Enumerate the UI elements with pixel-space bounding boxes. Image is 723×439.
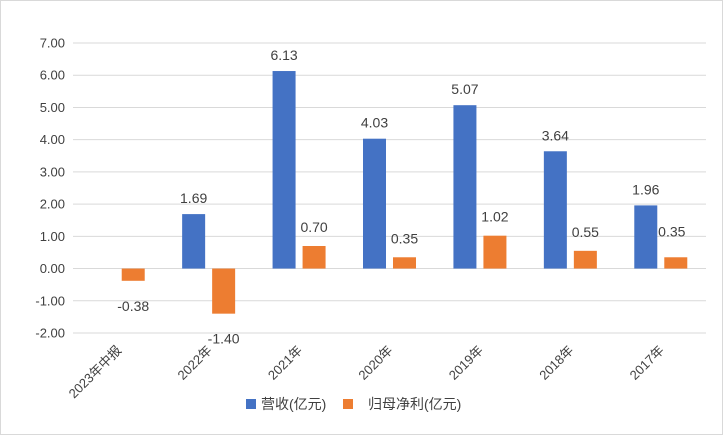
x-category-label: 2021年 [265,343,305,383]
x-category-label: 2022年 [175,343,215,383]
data-labels: -0.38 1.69 -1.40 6.13 0.70 4.03 0.35 5.07 1.02 3.… [117,47,685,347]
data-label-revenue: 5.07 [451,81,478,97]
data-label-revenue: 1.69 [180,190,207,206]
bar-revenue [182,214,206,269]
bar-revenue [453,105,477,269]
y-tick-label: 0.00 [40,261,65,276]
data-label-net-profit: -0.38 [117,298,149,314]
bar-net-profit [121,268,145,281]
bar-net-profit [212,268,236,314]
data-label-revenue: 4.03 [361,115,388,131]
data-label-revenue: 6.13 [270,47,297,63]
bar-revenue [543,151,567,269]
legend-swatch-net-profit [343,399,353,409]
gridlines [73,42,706,334]
bar-revenue [363,138,386,269]
data-label-revenue: 3.64 [542,127,569,143]
legend-swatch-revenue [246,399,256,409]
data-label-net-profit: 0.35 [658,223,685,239]
bar-revenue [272,71,296,269]
data-label-net-profit: 0.35 [391,230,418,246]
y-axis-tick-labels: 7.00 6.00 5.00 4.00 3.00 2.00 1.00 0.00 -1.00 -2.… [35,36,65,341]
data-label-net-profit: -1.40 [208,331,240,347]
x-category-label: 2017年 [627,343,667,383]
x-axis-category-labels: 2023年中报 2022年 2021年 2020年 2019年 2018年 2017年 [66,343,667,402]
bar-net-profit [393,257,416,269]
x-category-label: 2020年 [355,343,395,383]
y-tick-label: -2.00 [35,326,65,341]
bar-net-profit [664,257,688,269]
legend: 营收(亿元) 归母净利(亿元) [246,396,461,412]
y-tick-label: 7.00 [40,36,65,51]
data-label-net-profit: 0.55 [572,224,599,240]
bar-net-profit [483,235,507,269]
bar-net-profit [573,250,597,269]
y-tick-label: 3.00 [40,164,65,179]
legend-label-revenue: 营收(亿元) [261,396,326,412]
bars [121,71,688,314]
y-tick-label: 2.00 [40,197,65,212]
y-tick-label: 6.00 [40,68,65,83]
y-tick-label: 5.00 [40,100,65,115]
y-tick-label: -1.00 [35,293,65,308]
x-category-label: 2018年 [536,343,576,383]
x-category-label: 2023年中报 [66,343,125,402]
x-category-label: 2019年 [446,343,486,383]
y-tick-label: 4.00 [40,132,65,147]
legend-label-net-profit: 归母净利(亿元) [368,396,461,412]
bar-net-profit [302,246,326,269]
data-label-net-profit: 0.70 [300,219,327,235]
bar-revenue [634,205,658,269]
y-tick-label: 1.00 [40,229,65,244]
data-label-net-profit: 1.02 [481,209,508,225]
data-label-revenue: 1.96 [632,181,659,197]
